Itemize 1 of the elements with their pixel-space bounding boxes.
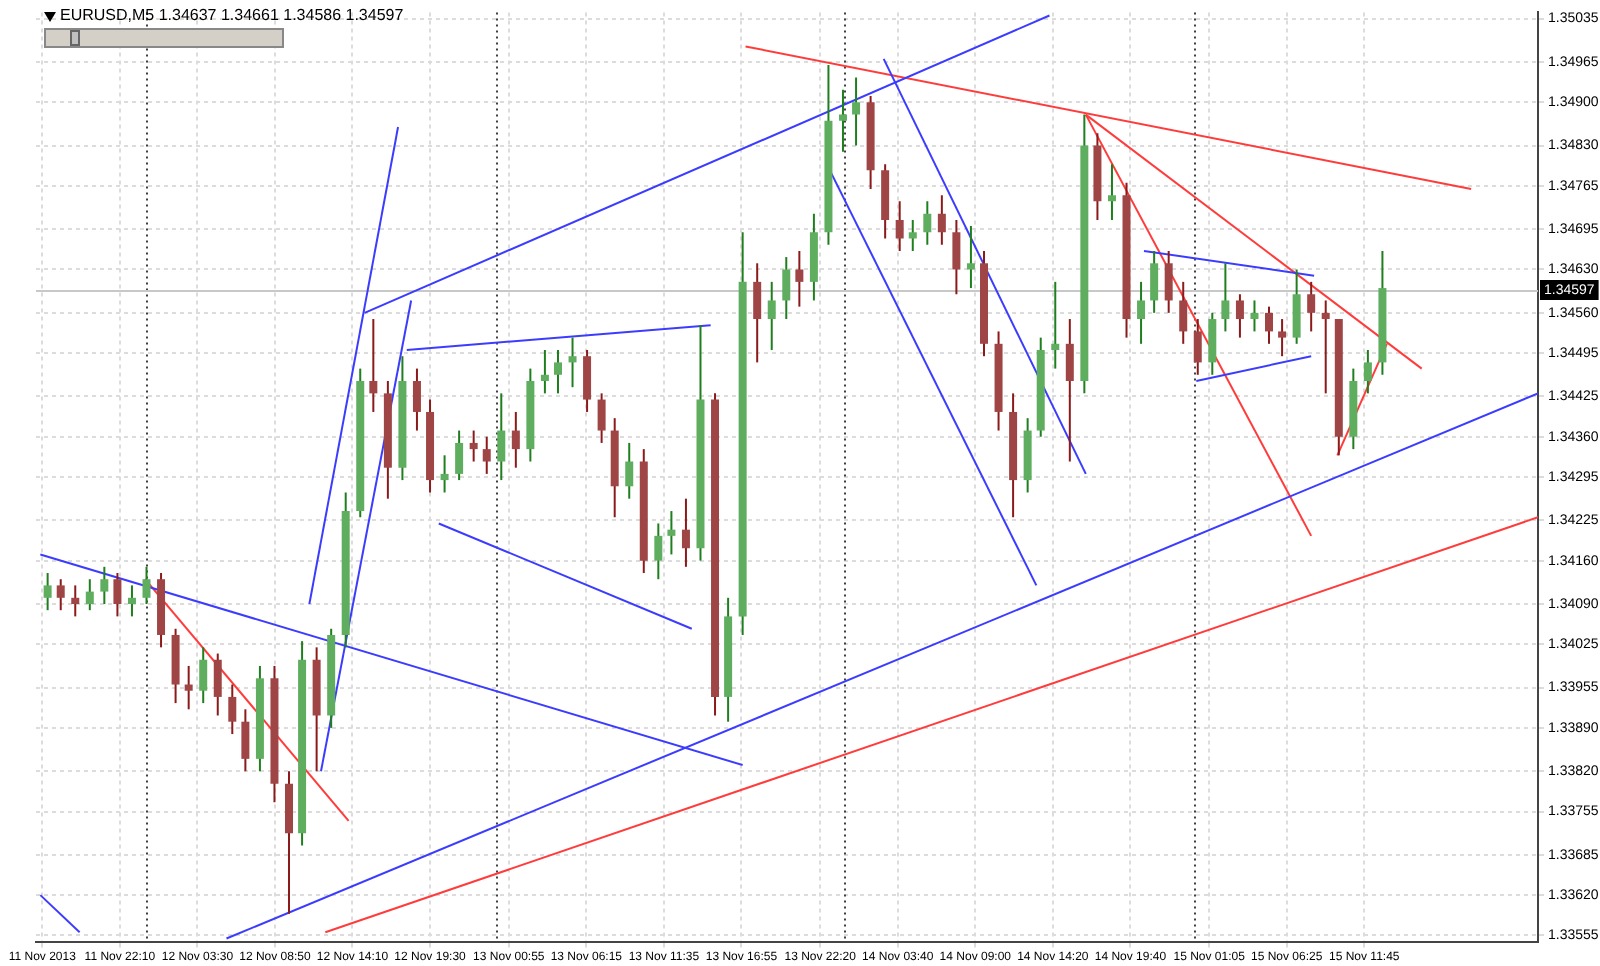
chart-title: EURUSD,M5 1.34637 1.34661 1.34586 1.34597: [60, 6, 404, 24]
